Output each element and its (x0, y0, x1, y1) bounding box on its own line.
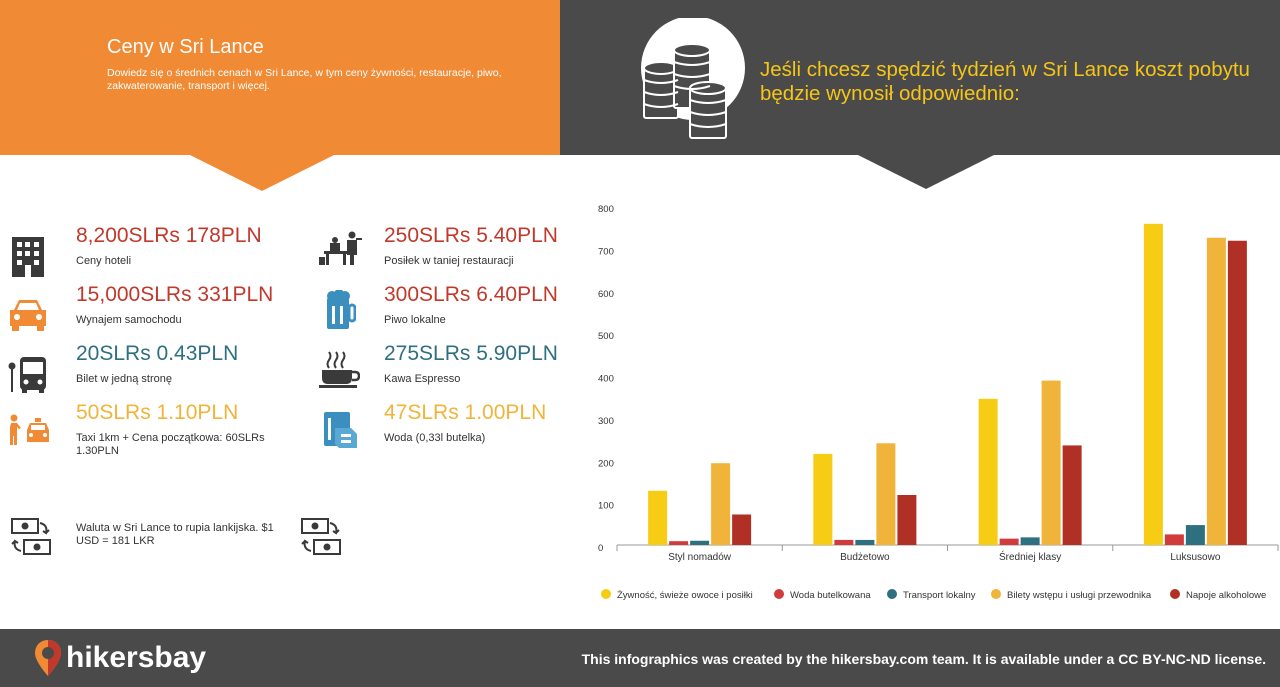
price-label: Ceny hoteli (76, 255, 132, 267)
legend-entry: Żywność, świeże owoce i posiłki (617, 590, 753, 601)
bar (1143, 223, 1163, 546)
bar (1020, 537, 1040, 545)
beer-icon (327, 290, 356, 329)
currency-exchange-icon (11, 518, 51, 555)
price-label: Wynajem samochodu (76, 314, 182, 326)
bar (669, 541, 689, 545)
price-label: Taxi 1km + Cena początkowa: 60SLRs 1.30P… (76, 432, 265, 457)
y-tick-label: 500 (598, 331, 614, 342)
bar (999, 538, 1019, 545)
bar (834, 539, 854, 545)
price-item-taxi: 50SLRs 1.10PLN Taxi 1km + Cena początkow… (76, 401, 306, 458)
bar (711, 463, 731, 545)
price-item-bus: 20SLRs 0.43PLN Bilet w jedną stronę (76, 342, 238, 386)
header-left-notch (190, 155, 334, 191)
price-label: Bilet w jedną stronę (76, 373, 172, 385)
legend-entry: Woda butelkowana (790, 590, 871, 601)
license-note: This infographics was created by the hik… (581, 651, 1266, 667)
legend-entry: Transport lokalny (903, 590, 976, 601)
legend-swatch (887, 589, 897, 599)
price-value: 20SLRs 0.43PLN (76, 342, 239, 365)
price-label: Woda (0,33l butelka) (384, 432, 486, 444)
currency-note: Waluta w Sri Lance to rupia lankijska. $… (76, 522, 274, 547)
y-tick-label: 200 (598, 458, 614, 469)
car-icon (10, 300, 46, 331)
footer: hikersbay This infographics was created … (0, 629, 1280, 687)
x-tick-label: Luksusowo (1170, 552, 1220, 563)
bar (1185, 525, 1205, 545)
hotel-icon (12, 237, 44, 277)
price-value: 47SLRs 1.00PLN (384, 401, 547, 424)
legend-entry: Napoje alkoholowe (1186, 590, 1266, 601)
map-pin-icon (35, 640, 61, 676)
y-tick-label: 700 (598, 246, 614, 257)
legend-swatch (991, 589, 1001, 599)
legend-swatch (774, 589, 784, 599)
header-right-notch (858, 155, 994, 189)
page-title: Ceny w Sri Lance (107, 36, 264, 58)
y-tick-label: 300 (598, 416, 614, 427)
header-left-panel (0, 0, 560, 155)
price-item-restaurant: 250SLRs 5.40PLN Posiłek w taniej restaur… (384, 224, 558, 268)
price-item-beer: 300SLRs 6.40PLN Piwo lokalne (384, 283, 558, 327)
legend-swatch (601, 589, 611, 599)
currency-exchange-icon (301, 518, 341, 555)
y-tick-label: 0 (598, 543, 603, 554)
price-label: Kawa Espresso (384, 373, 461, 385)
restaurant-icon (319, 231, 362, 265)
bar (1164, 534, 1184, 545)
bar (1062, 445, 1082, 545)
legend-entry: Bilety wstępu i usługi przewodnika (1007, 590, 1152, 601)
y-tick-label: 600 (598, 289, 614, 300)
bar (732, 514, 752, 545)
water-icon (324, 412, 357, 448)
price-value: 300SLRs 6.40PLN (384, 283, 558, 306)
y-tick-label: 400 (598, 374, 614, 385)
brand-logo: hikersbay (66, 641, 207, 674)
bar (855, 539, 875, 545)
page-subtitle: Dowiedz się o średnich cenach w Sri Lanc… (107, 67, 502, 92)
bar (690, 540, 710, 545)
coins-icon (641, 18, 745, 139)
bar (1041, 380, 1061, 545)
taxi-icon (10, 414, 49, 445)
price-item-water: 47SLRs 1.00PLN Woda (0,33l butelka) (384, 401, 546, 445)
y-tick-label: 100 (598, 501, 614, 512)
price-item-coffee: 275SLRs 5.90PLN Kawa Espresso (384, 342, 558, 386)
price-item-car: 15,000SLRs 331PLN Wynajem samochodu (76, 283, 273, 327)
price-value: 15,000SLRs 331PLN (76, 283, 274, 306)
bus-icon (8, 357, 46, 393)
price-item-hotel: 8,200SLRs 178PLN Ceny hoteli (76, 224, 262, 268)
price-value: 250SLRs 5.40PLN (384, 224, 558, 247)
bar (813, 453, 833, 545)
x-tick-label: Średniej klasy (999, 550, 1061, 563)
bar (1206, 237, 1226, 545)
price-value: 50SLRs 1.10PLN (76, 401, 239, 424)
x-tick-label: Budżetowo (840, 552, 890, 563)
price-value: 275SLRs 5.90PLN (384, 342, 558, 365)
bar (1227, 240, 1247, 545)
week-cost-heading: Jeśli chcesz spędzić tydzień w Sri Lance… (760, 58, 1250, 105)
bar (876, 443, 896, 545)
price-value: 8,200SLRs 178PLN (76, 224, 262, 247)
price-label: Piwo lokalne (384, 314, 446, 326)
bar (897, 494, 917, 545)
y-tick-label: 800 (598, 204, 614, 215)
bar (978, 398, 998, 545)
bar (648, 490, 668, 545)
price-label: Posiłek w taniej restauracji (384, 255, 514, 267)
coffee-icon (319, 351, 360, 388)
x-tick-label: Styl nomadów (668, 552, 732, 563)
legend-swatch (1170, 589, 1180, 599)
